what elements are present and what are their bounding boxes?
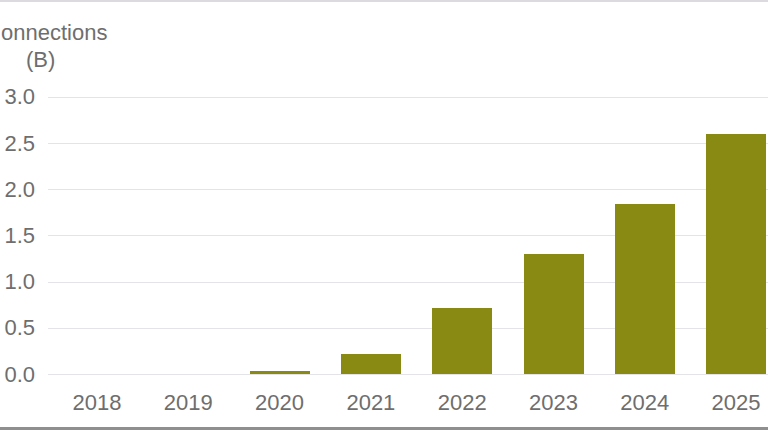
chart-canvas: onnections (B) 0.0 0.5 1.0 1.5 2.0 2.5 3.0 201… — [0, 0, 768, 432]
x-tick-label-2023: 2023 — [508, 391, 600, 415]
x-tick-label-2019: 2019 — [142, 391, 234, 415]
y-tick-label-2.5: 2.5 — [0, 133, 35, 155]
bar-2020 — [250, 371, 310, 375]
gridline-2.0 — [48, 189, 768, 190]
y-tick-label-2.0: 2.0 — [0, 179, 35, 201]
y-tick-label-0.0: 0.0 — [0, 364, 35, 386]
y-tick-label-0.5: 0.5 — [0, 317, 35, 339]
y-axis-title-line2: (B) — [26, 46, 55, 73]
x-tick-label-2021: 2021 — [325, 391, 417, 415]
y-tick-label-1.5: 1.5 — [0, 225, 35, 247]
bar-2024 — [615, 204, 675, 375]
y-tick-label-1.0: 1.0 — [0, 271, 35, 293]
y-axis-title-line1: onnections — [1, 19, 107, 46]
bar-2022 — [432, 308, 492, 375]
bar-2021 — [341, 354, 401, 374]
gridline-2.5 — [48, 143, 768, 144]
gridline-3.0 — [48, 97, 768, 98]
x-tick-label-2024: 2024 — [599, 391, 691, 415]
bar-2023 — [524, 254, 584, 374]
bottom-border — [0, 427, 768, 430]
x-tick-label-2020: 2020 — [234, 391, 326, 415]
x-tick-label-2025: 2025 — [690, 391, 768, 415]
bar-2025 — [706, 134, 766, 374]
top-border — [0, 0, 768, 2]
x-tick-label-2018: 2018 — [51, 391, 143, 415]
y-tick-label-3.0: 3.0 — [0, 86, 35, 108]
x-tick-label-2022: 2022 — [416, 391, 508, 415]
